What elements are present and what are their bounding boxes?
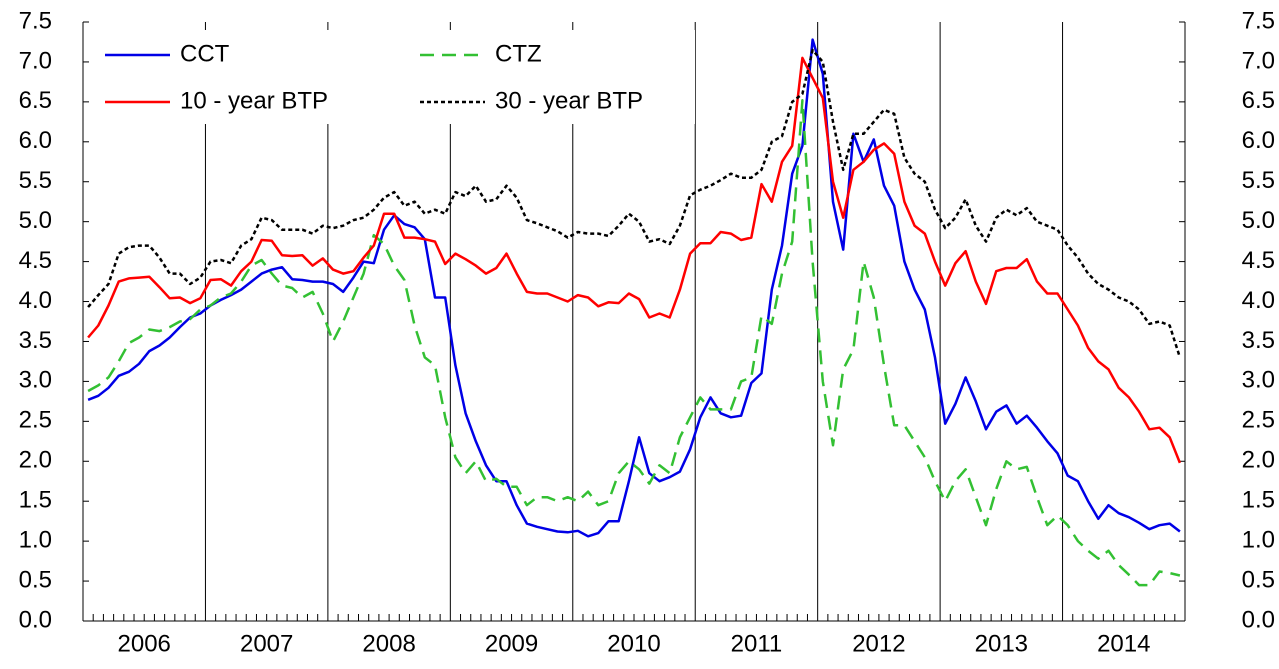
y-tick-label: 5.5: [19, 167, 52, 194]
y-tick-label: 7.0: [19, 47, 52, 74]
y-tick-label-right: 2.5: [1242, 407, 1275, 434]
legend-label: 30 - year BTP: [495, 87, 643, 114]
y-tick-label-right: 0.0: [1242, 606, 1275, 633]
y-tick-label: 0.0: [19, 606, 52, 633]
y-tick-label-right: 4.5: [1242, 247, 1275, 274]
y-tick-label: 7.5: [19, 7, 52, 34]
y-tick-label: 1.0: [19, 526, 52, 553]
y-tick-label: 3.5: [19, 327, 52, 354]
legend-box: [90, 30, 695, 124]
y-tick-label-right: 5.5: [1242, 167, 1275, 194]
y-tick-label-right: 6.0: [1242, 127, 1275, 154]
y-tick-label-right: 7.5: [1242, 7, 1275, 34]
x-tick-label: 2012: [852, 630, 905, 657]
x-tick-label: 2006: [118, 630, 171, 657]
x-tick-label: 2007: [240, 630, 293, 657]
legend: CCT CTZ 10 - year BTP 30 - year BTP: [90, 30, 695, 124]
series-line: [87, 56, 1182, 464]
x-tick-label: 2013: [975, 630, 1028, 657]
legend-label: CTZ: [495, 40, 542, 67]
y-tick-label-right: 3.0: [1242, 367, 1275, 394]
series-line: [87, 48, 1182, 358]
y-tick-label-right: 7.0: [1242, 47, 1275, 74]
y-tick-label-right: 1.5: [1242, 487, 1275, 514]
y-tick-label-right: 6.5: [1242, 87, 1275, 114]
y-tick-label: 2.5: [19, 407, 52, 434]
y-tick-label-right: 3.5: [1242, 327, 1275, 354]
legend-label: 10 - year BTP: [180, 87, 328, 114]
series-line: [87, 99, 1181, 587]
series-line: [87, 38, 1181, 538]
x-tick-label: 2008: [362, 630, 415, 657]
y-tick-label: 6.0: [19, 127, 52, 154]
legend-label: CCT: [180, 40, 230, 67]
y-tick-label: 4.5: [19, 247, 52, 274]
y-tick-label: 0.5: [19, 566, 52, 593]
y-tick-label: 5.0: [19, 207, 52, 234]
x-tick-label: 2010: [607, 630, 660, 657]
x-tick-label: 2014: [1097, 630, 1150, 657]
x-tick-label: 2009: [485, 630, 538, 657]
y-tick-label-right: 2.0: [1242, 447, 1275, 474]
y-tick-label-right: 5.0: [1242, 207, 1275, 234]
x-tick-label: 2011: [731, 630, 783, 657]
y-tick-label: 4.0: [19, 287, 52, 314]
y-tick-label: 6.5: [19, 87, 52, 114]
y-tick-label: 3.0: [19, 367, 52, 394]
y-tick-label-right: 4.0: [1242, 287, 1275, 314]
y-tick-label-right: 1.0: [1242, 526, 1275, 553]
y-tick-label-right: 0.5: [1242, 566, 1275, 593]
y-tick-label: 2.0: [19, 447, 52, 474]
y-tick-label: 1.5: [19, 487, 52, 514]
